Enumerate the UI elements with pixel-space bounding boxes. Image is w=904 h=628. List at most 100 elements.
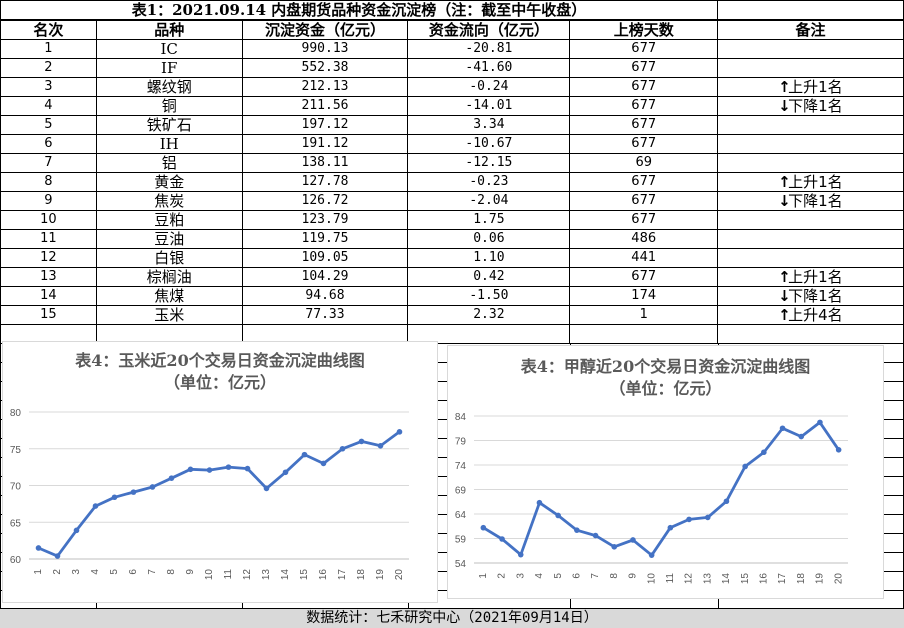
data-point (798, 433, 805, 440)
cell-rank[interactable]: 15 (0, 305, 97, 325)
arrow-up-icon: ↑ (778, 173, 791, 191)
table-row: 12 白银 109.05 1.10 441 (0, 248, 904, 268)
x-tick-label: 3 (71, 569, 82, 575)
corn-chart[interactable]: 表4：玉米近20个交易日资金沉淀曲线图 （单位：亿元） 60 65 70 75 80 1 2… (2, 341, 438, 603)
methanol-chart[interactable]: 表4：甲醇近20个交易日资金沉淀曲线图 （单位：亿元） 54 59 64 69 74 79… (447, 345, 884, 599)
cell-days[interactable]: 677 (569, 172, 719, 192)
x-tick-label: 20 (833, 573, 844, 585)
cell-capital[interactable]: 109.05 (241, 248, 409, 268)
y-tick-label: 54 (455, 559, 467, 570)
table-title: 表1：2021.09.14 内盘期货品种资金沉淀榜（注：截至中午收盘） (0, 0, 718, 20)
x-tick-label: 1 (478, 573, 489, 579)
data-point (742, 463, 748, 470)
cell-flow[interactable]: 1.75 (407, 210, 571, 230)
cell-note[interactable]: ↓下降1名 (717, 96, 904, 116)
column-header[interactable]: 名次 (0, 20, 97, 40)
x-tick-label: 4 (90, 569, 101, 575)
cell-days[interactable]: 677 (569, 39, 719, 59)
cell-name[interactable]: 铝 (95, 153, 243, 173)
y-tick-label: 74 (455, 461, 467, 472)
cell-flow[interactable]: -41.60 (407, 58, 571, 78)
x-tick-label: 15 (740, 573, 751, 585)
x-tick-label: 8 (609, 573, 620, 579)
data-point (779, 425, 786, 432)
x-tick-label: 12 (242, 569, 253, 581)
series-line (482, 421, 840, 557)
column-header[interactable]: 品种 (95, 20, 243, 40)
y-tick-label: 80 (10, 408, 22, 419)
cell-rank[interactable]: 12 (0, 248, 97, 268)
y-tick-label: 75 (10, 445, 22, 456)
cell-flow[interactable]: -14.01 (407, 96, 571, 116)
column-header[interactable]: 上榜天数 (569, 20, 719, 40)
x-tick-label: 6 (128, 569, 139, 575)
table-row: 11 豆油 119.75 0.06 486 (0, 229, 904, 249)
data-point (517, 551, 524, 558)
y-tick-label: 60 (10, 555, 22, 566)
x-tick-label: 13 (261, 569, 272, 581)
data-point (396, 429, 403, 435)
cell-note[interactable]: ↓下降1名 (717, 286, 904, 306)
cell-flow[interactable]: -10.67 (407, 134, 571, 154)
header-row: 名次 品种 沉淀资金（亿元） 资金流向（亿元） 上榜天数 备注 (0, 20, 904, 40)
data-point (35, 545, 42, 551)
data-point (149, 484, 156, 490)
x-tick-label: 18 (796, 573, 807, 585)
x-tick-label: 20 (394, 569, 405, 581)
cell-capital[interactable]: 552.38 (241, 58, 409, 78)
cell-flow[interactable]: -20.81 (407, 39, 571, 59)
table-row: 2 IF 552.38 -41.60 677 (0, 58, 904, 78)
data-point (704, 514, 711, 521)
y-tick-label: 70 (10, 482, 22, 493)
cell-rank[interactable]: 14 (0, 286, 97, 306)
cell-flow[interactable]: 1.10 (407, 248, 571, 268)
data-point (92, 503, 99, 509)
cell-capital[interactable]: 77.33 (241, 305, 409, 325)
x-tick-label: 5 (553, 573, 564, 579)
cell-name[interactable]: 豆油 (95, 229, 243, 249)
x-tick-label: 5 (109, 569, 120, 575)
x-tick-label: 16 (318, 569, 329, 581)
note-text: 下降1名 (788, 192, 843, 210)
note-text: 上升1名 (788, 78, 843, 96)
cell-capital[interactable]: 127.78 (241, 172, 409, 192)
y-tick-label: 69 (455, 486, 467, 497)
data-point (630, 537, 636, 543)
data-point (73, 527, 80, 534)
data-point (263, 485, 270, 492)
cell-note[interactable]: ↓下降1名 (717, 191, 904, 211)
methanol-chart-subtitle: （单位：亿元） (609, 379, 722, 398)
data-point (648, 552, 655, 558)
column-header[interactable]: 资金流向（亿元） (407, 20, 571, 40)
y-tick-label: 64 (455, 510, 467, 521)
cell-capital[interactable]: 197.12 (241, 115, 409, 135)
x-tick-label: 13 (702, 573, 713, 585)
x-tick-label: 16 (758, 573, 769, 585)
corn-chart-title: 表4：玉米近20个交易日资金沉淀曲线图 (75, 351, 365, 370)
y-tick-label: 65 (10, 518, 22, 529)
table-row: 8 黄金 127.78 -0.23 677 ↑上升1名 (0, 172, 904, 192)
arrow-down-icon: ↓ (778, 287, 791, 305)
x-tick-label: 19 (815, 573, 826, 585)
data-point (574, 527, 580, 533)
data-point (592, 532, 599, 539)
data-point (611, 544, 618, 550)
cell-note[interactable]: ↑上升1名 (717, 172, 904, 192)
cell-note[interactable]: ↑上升1名 (717, 77, 904, 97)
x-tick-label: 1 (33, 569, 44, 575)
note-text: 上升1名 (788, 173, 843, 191)
cell-name[interactable]: 焦煤 (95, 286, 243, 306)
empty-row (0, 324, 904, 344)
table-row: 10 豆粕 123.79 1.75 677 (0, 210, 904, 230)
data-point (320, 460, 327, 467)
data-point (835, 447, 842, 453)
data-point (206, 467, 213, 473)
cell-name[interactable]: 铁矿石 (95, 115, 243, 135)
data-point (817, 419, 823, 426)
cell-rank[interactable]: 13 (0, 267, 97, 287)
data-point (225, 464, 232, 470)
cell-name[interactable]: IC (95, 39, 243, 59)
